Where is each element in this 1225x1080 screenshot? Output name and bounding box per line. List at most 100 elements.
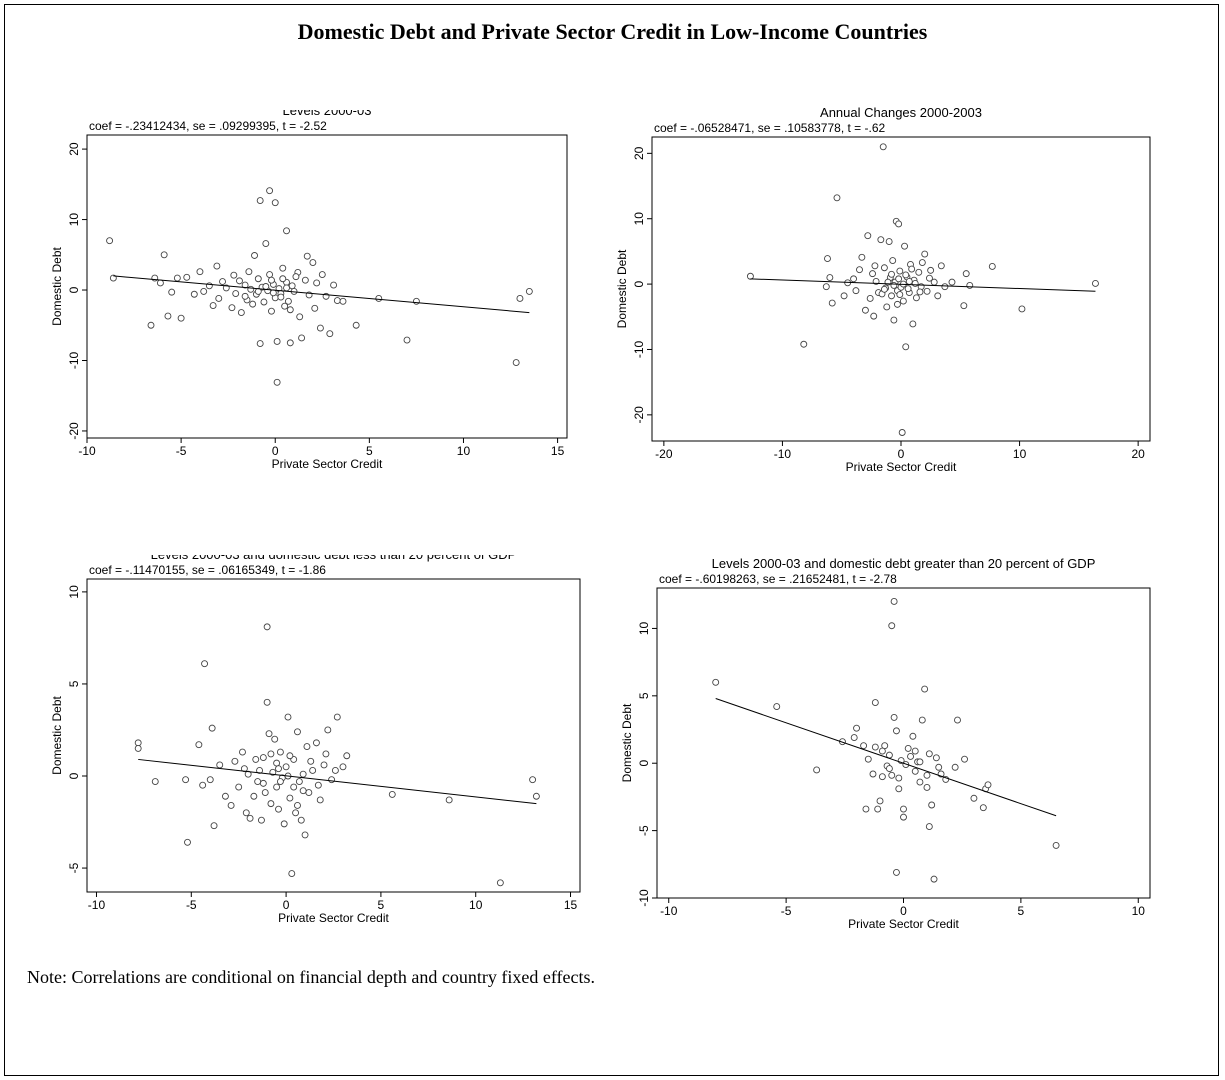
data-point xyxy=(911,747,919,755)
data-point xyxy=(261,789,269,797)
plot-area xyxy=(86,134,568,439)
data-point xyxy=(928,801,936,809)
y-tick-label: -10 xyxy=(632,340,646,358)
data-point xyxy=(168,288,176,296)
x-tick-label: 10 xyxy=(1013,447,1027,461)
data-point xyxy=(984,781,992,789)
data-point xyxy=(290,783,298,791)
x-tick-label: -5 xyxy=(781,904,792,918)
data-point xyxy=(888,771,896,779)
y-axis-title: Domestic Debt xyxy=(615,249,629,328)
data-point xyxy=(833,194,841,202)
data-point xyxy=(375,295,383,302)
data-point xyxy=(912,294,920,302)
data-point xyxy=(909,320,917,328)
data-point xyxy=(496,879,504,887)
data-point xyxy=(263,623,271,631)
data-point xyxy=(231,757,239,765)
data-point xyxy=(927,266,935,274)
data-point xyxy=(880,264,888,272)
y-tick-label: 10 xyxy=(632,212,646,226)
data-point xyxy=(904,285,912,293)
data-point xyxy=(249,300,257,308)
y-tick-label: -10 xyxy=(67,351,81,369)
data-point xyxy=(286,794,294,802)
x-axis-title: Private Sector Credit xyxy=(846,460,957,474)
data-point xyxy=(227,802,235,809)
data-point xyxy=(156,279,164,287)
data-point xyxy=(403,336,411,344)
y-tick-label: 5 xyxy=(637,692,651,699)
data-point xyxy=(800,340,808,348)
data-point xyxy=(915,268,923,276)
data-point xyxy=(962,270,970,278)
fit-line xyxy=(138,758,537,805)
panel-debt-greater-than-20: Levels 2000-03 and domestic debt greater… xyxy=(610,556,1170,940)
data-point xyxy=(281,302,289,310)
data-point xyxy=(870,312,878,320)
data-point xyxy=(263,698,271,706)
data-point xyxy=(106,237,114,245)
data-point xyxy=(184,838,191,846)
data-point xyxy=(824,255,831,263)
fit-line xyxy=(715,698,1057,817)
panel-title: Annual Changes 2000-2003 xyxy=(820,105,982,120)
panel-title: Levels 2000-03 xyxy=(283,110,372,118)
data-point xyxy=(177,314,185,322)
data-point xyxy=(961,755,968,763)
data-point xyxy=(206,776,214,784)
data-point xyxy=(296,313,304,321)
y-tick-label: 10 xyxy=(67,585,81,599)
data-point xyxy=(307,757,315,765)
data-point xyxy=(879,143,887,151)
data-point xyxy=(895,220,903,228)
data-point xyxy=(911,279,919,287)
data-point xyxy=(871,699,879,707)
data-point xyxy=(858,253,866,261)
data-point xyxy=(932,754,940,762)
data-point xyxy=(259,779,267,787)
data-point xyxy=(295,778,303,785)
data-point xyxy=(260,298,268,306)
data-point xyxy=(298,334,306,342)
figure-frame xyxy=(4,4,1219,1076)
data-point xyxy=(907,753,914,760)
figure-note: Note: Correlations are conditional on fi… xyxy=(27,967,595,987)
data-point xyxy=(318,271,326,278)
data-point xyxy=(900,813,907,821)
data-point xyxy=(948,278,956,286)
x-tick-label: 5 xyxy=(1018,904,1025,918)
data-point xyxy=(343,752,351,760)
data-point xyxy=(853,724,860,732)
data-point xyxy=(893,300,901,308)
data-point xyxy=(921,250,929,258)
panel-levels-2000-03: Levels 2000-03 coef = -.23412434, se = .0… xyxy=(40,103,580,490)
data-point xyxy=(134,744,142,752)
data-point xyxy=(445,796,453,804)
data-point xyxy=(918,716,926,724)
data-point xyxy=(292,273,300,281)
data-point xyxy=(276,778,284,785)
data-point xyxy=(869,770,877,778)
data-point xyxy=(970,794,978,802)
data-point xyxy=(923,287,931,295)
x-tick-label: 10 xyxy=(1132,904,1146,918)
x-axis-title: Private Sector Credit xyxy=(848,917,959,931)
y-tick-label: 0 xyxy=(632,280,646,287)
data-point xyxy=(826,274,834,282)
data-point xyxy=(951,763,959,771)
plot-area xyxy=(86,578,581,893)
data-point xyxy=(195,741,203,749)
data-point xyxy=(902,271,910,279)
data-point xyxy=(250,792,258,800)
data-point xyxy=(183,273,191,281)
data-point xyxy=(828,299,836,307)
data-point xyxy=(864,232,872,240)
data-point xyxy=(303,743,311,750)
panel-subtitle: coef = -.23412434, se = .09299395, t = -… xyxy=(89,119,327,133)
plot-area xyxy=(656,587,1151,899)
data-point xyxy=(988,262,996,270)
data-point xyxy=(303,252,311,260)
x-tick-label: -5 xyxy=(176,444,187,458)
